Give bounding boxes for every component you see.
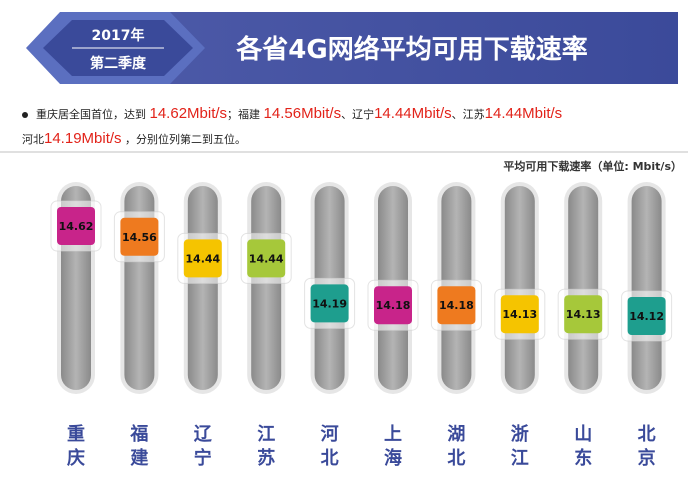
bar-group: 14.12 北京 bbox=[621, 182, 673, 469]
speed-chart: 平均可用下载速率（单位: Mbit/s） 14.62 重庆 14.56 福建 14.44… bbox=[0, 151, 688, 469]
bar-value-label: 14.44 bbox=[249, 252, 284, 265]
bar-marker bbox=[247, 239, 286, 278]
bar-value-label: 14.13 bbox=[566, 308, 601, 321]
bar-marker bbox=[564, 295, 603, 334]
bar-group: 14.44 江苏 bbox=[240, 182, 292, 469]
summary-value-2: 14.56Mbit/s bbox=[263, 105, 342, 122]
summary-value-3: 14.44Mbit/s bbox=[374, 105, 452, 122]
bar-track bbox=[251, 186, 282, 390]
summary-value-4: 14.44Mbit/s bbox=[484, 105, 563, 122]
category-label: 福建 bbox=[129, 423, 148, 469]
header-banner: 2017年 第二季度 各省4G网络平均可用下载速率 bbox=[26, 12, 678, 84]
category-label: 重庆 bbox=[67, 423, 85, 469]
bar-marker bbox=[374, 286, 412, 325]
category-label: 河北 bbox=[321, 424, 339, 469]
bar-marker bbox=[437, 286, 476, 325]
bullet-icon bbox=[22, 112, 28, 118]
bar-value-label: 14.62 bbox=[59, 220, 94, 233]
category-label: 江苏 bbox=[257, 424, 275, 469]
bar-value-label: 14.18 bbox=[376, 299, 411, 312]
bar-track bbox=[504, 186, 535, 390]
summary-seg-6: ，分别位列第二到五位。 bbox=[125, 133, 247, 146]
bar-group: 14.18 湖北 bbox=[430, 182, 482, 469]
chart-bars: 14.62 重庆 14.56 福建 14.44 辽宁 14.44 江苏 14.19 河北 14.18… bbox=[50, 182, 673, 469]
bar-marker bbox=[57, 207, 95, 245]
category-label: 上海 bbox=[384, 424, 402, 469]
bar-group: 14.18 上海 bbox=[367, 182, 419, 469]
bar-group: 14.56 福建 bbox=[113, 182, 165, 469]
bar-value-label: 14.44 bbox=[185, 252, 220, 265]
banner-year: 2017年 bbox=[92, 27, 145, 44]
category-label: 北京 bbox=[638, 424, 656, 469]
bar-value-label: 14.56 bbox=[122, 231, 157, 244]
chart-ylabel: 平均可用下载速率（单位: Mbit/s） bbox=[503, 159, 682, 173]
summary-line-2: 河北14.19Mbit/s ，分别位列第二到五位。 bbox=[22, 127, 682, 152]
bar-group: 14.13 浙江 bbox=[494, 182, 546, 469]
bar-group: 14.13 山东 bbox=[557, 182, 609, 469]
summary-seg-2: ；福建 bbox=[227, 108, 261, 121]
banner-quarter: 第二季度 bbox=[90, 55, 147, 72]
bar-value-label: 14.18 bbox=[439, 299, 474, 312]
bar-marker bbox=[120, 217, 159, 256]
bar-group: 14.19 河北 bbox=[304, 182, 356, 469]
category-label: 湖北 bbox=[447, 424, 465, 469]
summary-seg-4: 、江苏 bbox=[451, 108, 485, 121]
category-label: 辽宁 bbox=[194, 424, 213, 469]
category-label: 浙江 bbox=[511, 423, 529, 469]
bar-value-label: 14.12 bbox=[629, 310, 664, 323]
summary-seg-3: 、辽宁 bbox=[341, 108, 375, 121]
summary-line-1: 重庆居全国首位，达到 14.62Mbit/s；福建 14.56Mbit/s、辽宁… bbox=[22, 102, 682, 127]
bar-track bbox=[568, 186, 599, 390]
category-label: 山东 bbox=[574, 424, 592, 469]
bar-value-label: 14.13 bbox=[502, 308, 537, 321]
bar-value-label: 14.19 bbox=[312, 297, 347, 310]
bar-marker bbox=[500, 295, 539, 334]
bar-track bbox=[187, 186, 218, 390]
summary-seg-5: 河北 bbox=[22, 133, 44, 146]
bar-marker bbox=[310, 284, 349, 323]
bar-group: 14.62 重庆 bbox=[50, 182, 102, 469]
summary-value-1: 14.62Mbit/s bbox=[149, 105, 228, 122]
banner-title: 各省4G网络平均可用下载速率 bbox=[235, 34, 587, 65]
summary-text: 重庆居全国首位，达到 14.62Mbit/s；福建 14.56Mbit/s、辽宁… bbox=[22, 102, 682, 152]
summary-seg-1: 重庆居全国首位，达到 bbox=[36, 108, 146, 121]
bar-group: 14.44 辽宁 bbox=[177, 182, 229, 469]
bar-track bbox=[631, 186, 662, 390]
bar-marker bbox=[183, 239, 222, 278]
bar-marker bbox=[627, 297, 666, 335]
summary-value-5: 14.19Mbit/s bbox=[44, 130, 122, 147]
